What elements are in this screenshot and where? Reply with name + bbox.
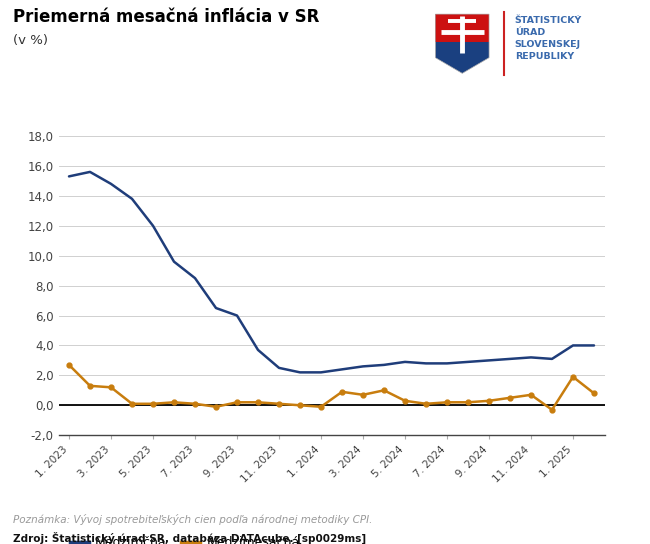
Text: ŠTATISTICKÝ: ŠTATISTICKÝ xyxy=(515,16,582,25)
Text: REPUBLIKY: REPUBLIKY xyxy=(515,52,574,61)
Text: SLOVENSKEJ: SLOVENSKEJ xyxy=(515,40,581,50)
Text: ÚRAD: ÚRAD xyxy=(515,28,545,37)
Text: Zdroj: Štatistický úrad SR, databáza DATAcube. [sp0029ms]: Zdroj: Štatistický úrad SR, databáza DAT… xyxy=(13,532,366,544)
Text: (v %): (v %) xyxy=(13,34,48,47)
Text: Priemerná mesačná inflácia v SR: Priemerná mesačná inflácia v SR xyxy=(13,8,319,26)
Polygon shape xyxy=(436,14,489,42)
Text: Poznámka: Vývoj spotrebiteľských cien podľa národnej metodiky CPI.: Poznámka: Vývoj spotrebiteľských cien po… xyxy=(13,514,372,525)
Legend: Medziročná, Medzimesačná: Medziročná, Medzimesačná xyxy=(65,531,305,544)
Polygon shape xyxy=(436,42,489,73)
